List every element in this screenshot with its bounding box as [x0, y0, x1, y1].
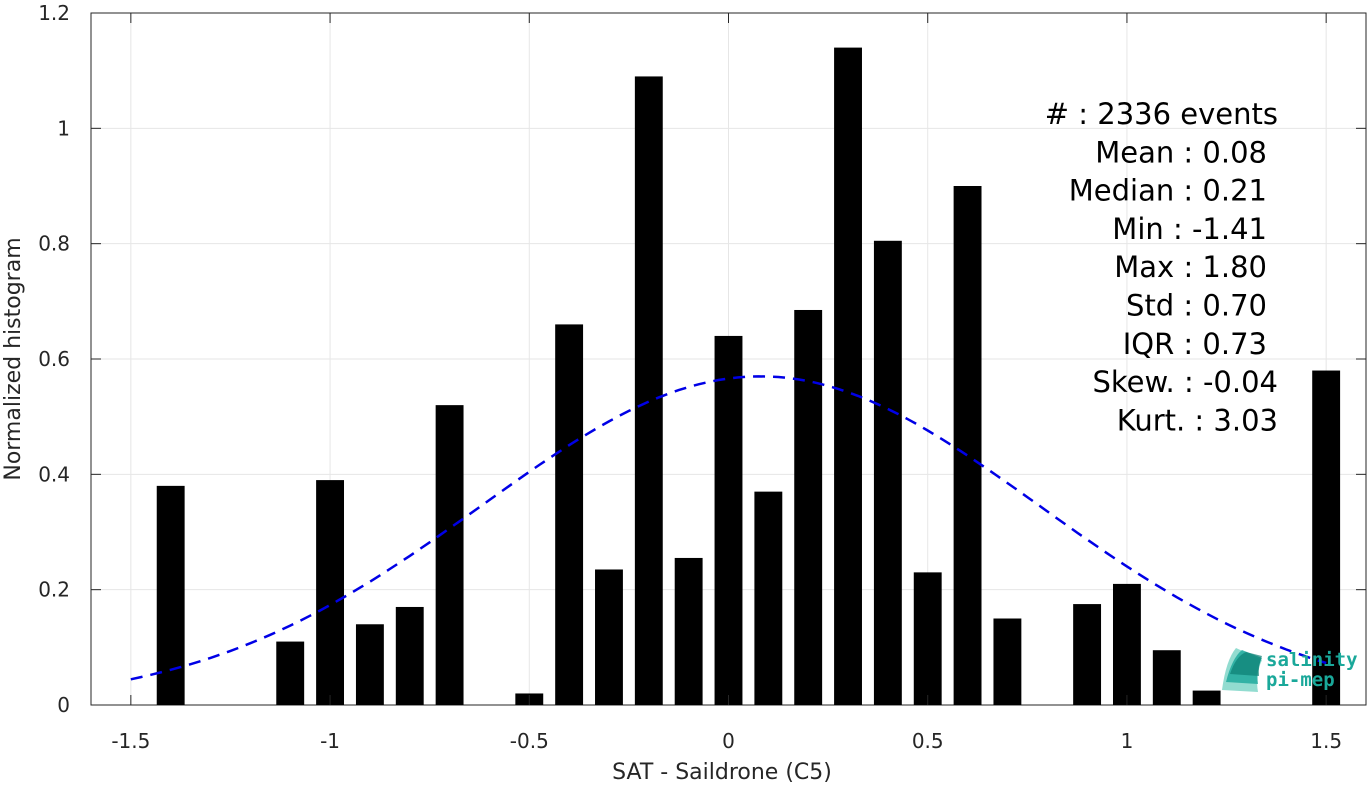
salinity-pi-mep-logo: salinity pi-mep	[1222, 648, 1358, 692]
bar-22	[1192, 690, 1221, 705]
x-tick-label-0: -1.5	[111, 729, 150, 753]
bar-18	[993, 618, 1022, 705]
x-tick-label-3: 0	[722, 729, 735, 753]
bar-20	[1112, 583, 1141, 705]
stats-line-6: IQR : 0.73	[1123, 327, 1267, 361]
bar-8	[595, 569, 623, 705]
bar-3	[355, 624, 384, 705]
bar-19	[1073, 604, 1102, 705]
bar-21	[1152, 650, 1181, 705]
bar-13	[794, 309, 823, 705]
bar-5	[435, 405, 464, 705]
stats-line-8: Kurt. : 3.03	[1117, 403, 1278, 437]
y-tick-label-4: 0.8	[38, 232, 70, 256]
stats-line-2: Median : 0.21	[1069, 174, 1267, 208]
logo-text-line2: pi-mep	[1266, 669, 1335, 691]
bar-16	[913, 572, 942, 705]
y-tick-label-6: 1.2	[38, 1, 70, 25]
stats-line-7: Skew. : -0.04	[1092, 365, 1278, 399]
logo-waves-icon	[1222, 648, 1262, 692]
bar-1	[276, 641, 305, 705]
y-tick-label-1: 0.2	[38, 578, 70, 602]
y-tick-label-2: 0.4	[38, 462, 70, 486]
stats-line-0: # : 2336 events	[1045, 97, 1278, 131]
statistics-annotation: # : 2336 events Mean : 0.08 Median : 0.21 M…	[1045, 97, 1278, 437]
x-tick-label-5: 1	[1121, 729, 1134, 753]
bar-2	[316, 480, 345, 705]
y-axis-label: Normalized histogram	[1, 237, 26, 480]
bar-10	[674, 557, 703, 705]
bar-17	[953, 186, 982, 705]
stats-line-3: Min : -1.41	[1112, 212, 1267, 246]
stats-line-5: Std : 0.70	[1126, 289, 1267, 323]
bar-14	[834, 47, 862, 706]
bar-11	[714, 335, 743, 705]
x-tick-label-4: 0.5	[912, 729, 944, 753]
bar-4	[395, 606, 424, 705]
stats-line-4: Max : 1.80	[1114, 250, 1267, 284]
normal-fit-curve	[130, 375, 1327, 681]
x-axis-label: SAT - Saildrone (C5)	[612, 760, 832, 785]
bar-7	[555, 324, 584, 705]
bar-9	[634, 76, 663, 705]
bar-15	[873, 240, 902, 706]
x-tick-label-2: -0.5	[510, 729, 549, 753]
y-tick-label-0: 0	[57, 693, 70, 717]
bar-12	[754, 491, 783, 705]
bars	[156, 47, 1341, 706]
y-tick-label-3: 0.6	[38, 347, 70, 371]
stats-line-1: Mean : 0.08	[1095, 135, 1267, 169]
x-tick-label-1: -1	[320, 729, 340, 753]
x-tick-labels: -1.5 -1 -0.5 0 0.5 1 1.5	[111, 729, 1342, 753]
logo-text-line1: salinity	[1266, 649, 1358, 671]
y-tick-labels: 0 0.2 0.4 0.6 0.8 1 1.2	[38, 1, 70, 717]
bar-23	[1312, 370, 1341, 705]
y-tick-label-5: 1	[57, 116, 70, 140]
axis-ticks	[91, 12, 1366, 706]
x-tick-label-6: 1.5	[1310, 729, 1342, 753]
